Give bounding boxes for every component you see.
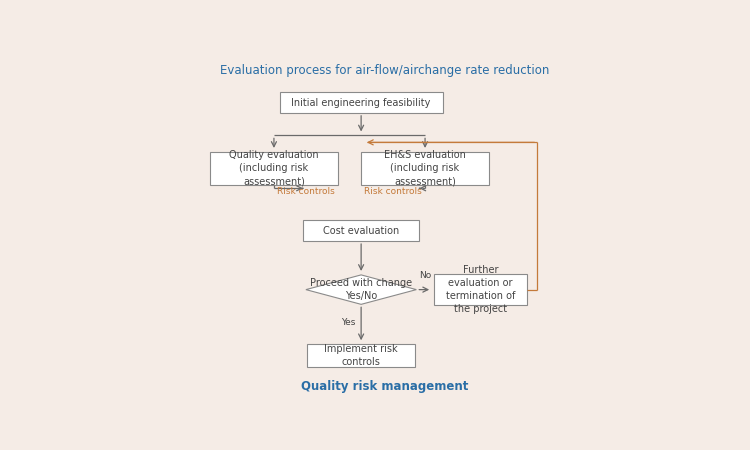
Text: Quality evaluation
(including risk
assessment): Quality evaluation (including risk asses… — [230, 150, 319, 187]
Text: No: No — [419, 271, 431, 280]
Text: Implement risk
controls: Implement risk controls — [324, 344, 398, 367]
FancyBboxPatch shape — [362, 152, 489, 185]
Text: Quality risk management: Quality risk management — [301, 380, 468, 393]
Text: Risk controls: Risk controls — [364, 187, 422, 196]
Polygon shape — [306, 275, 416, 304]
Text: Proceed with change
Yes/No: Proceed with change Yes/No — [310, 278, 413, 301]
Text: EH&S evaluation
(including risk
assessment): EH&S evaluation (including risk assessme… — [384, 150, 466, 187]
FancyBboxPatch shape — [303, 220, 419, 241]
Text: Evaluation process for air-flow/airchange rate reduction: Evaluation process for air-flow/airchang… — [220, 64, 549, 77]
FancyBboxPatch shape — [308, 344, 415, 367]
Text: Initial engineering feasibility: Initial engineering feasibility — [292, 98, 430, 108]
FancyBboxPatch shape — [433, 274, 526, 305]
Text: Further
evaluation or
termination of
the project: Further evaluation or termination of the… — [446, 265, 515, 315]
FancyBboxPatch shape — [280, 92, 442, 113]
Text: Yes: Yes — [341, 318, 356, 327]
Text: Cost evaluation: Cost evaluation — [323, 226, 399, 236]
FancyBboxPatch shape — [210, 152, 338, 185]
Text: Risk controls: Risk controls — [277, 187, 334, 196]
